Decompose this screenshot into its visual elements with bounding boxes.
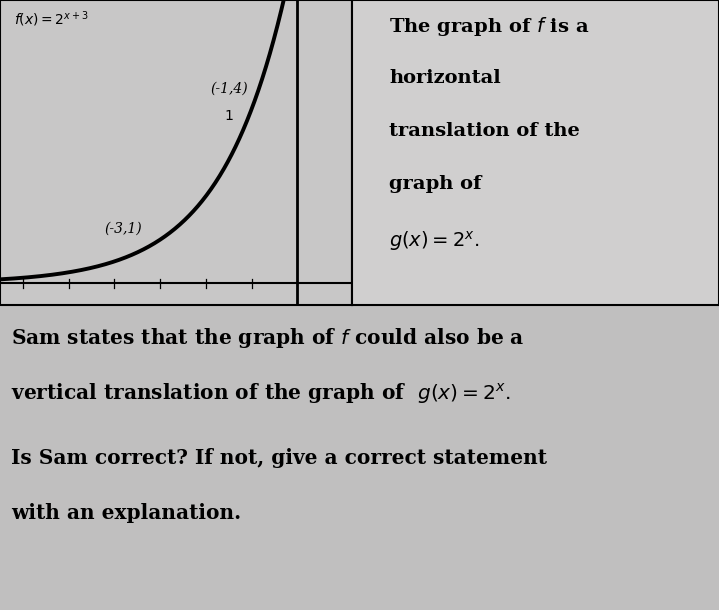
Text: translation of the: translation of the <box>389 122 580 140</box>
Text: Sam states that the graph of $f$ could also be a: Sam states that the graph of $f$ could a… <box>11 326 524 350</box>
Text: graph of: graph of <box>389 176 481 193</box>
Text: (-1,4): (-1,4) <box>210 82 247 96</box>
Text: 1: 1 <box>224 109 234 123</box>
Text: $g(x)=2^x.$: $g(x)=2^x.$ <box>389 229 480 253</box>
Text: vertical translation of the graph of  $g(x)=2^x.$: vertical translation of the graph of $g(… <box>11 381 510 405</box>
Text: (-3,1): (-3,1) <box>105 221 142 235</box>
Text: Is Sam correct? If not, give a correct statement: Is Sam correct? If not, give a correct s… <box>11 448 546 468</box>
Text: horizontal: horizontal <box>389 69 500 87</box>
Text: $f(x)=2^{x+3}$: $f(x)=2^{x+3}$ <box>14 9 89 29</box>
Text: The graph of $f$ is a: The graph of $f$ is a <box>389 15 590 38</box>
Text: with an explanation.: with an explanation. <box>11 503 241 523</box>
Bar <box>0 0 352 305</box>
